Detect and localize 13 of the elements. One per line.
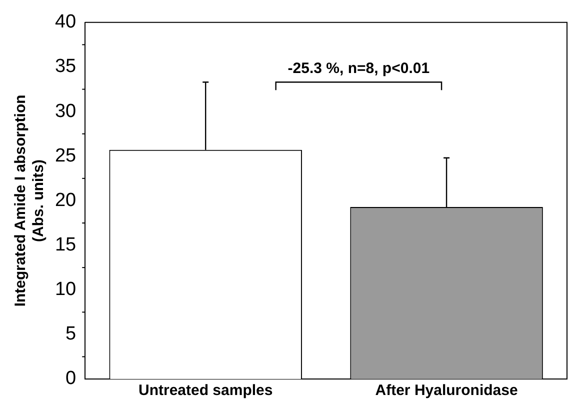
y-tick-label: 25 — [54, 145, 76, 166]
annotation: -25.3 %, n=8, p<0.01 — [288, 60, 430, 77]
y-tick-label: 40 — [54, 12, 76, 33]
y-tick-label: 35 — [54, 56, 76, 78]
y-tick-label: 30 — [54, 100, 76, 122]
y-tick-label: 5 — [66, 324, 76, 345]
x-tick-label: After Hyaluronidase — [375, 382, 518, 400]
y-tick-label: 10 — [54, 279, 76, 300]
y-tick-label: 15 — [54, 234, 76, 256]
y-tick-label: 0 — [66, 368, 76, 390]
y-tick-label: 20 — [54, 190, 76, 211]
y-axis-title: Integrated Amide I absorption (Abs. units) — [12, 94, 48, 307]
x-tick-label: Untreated samples — [138, 382, 273, 400]
